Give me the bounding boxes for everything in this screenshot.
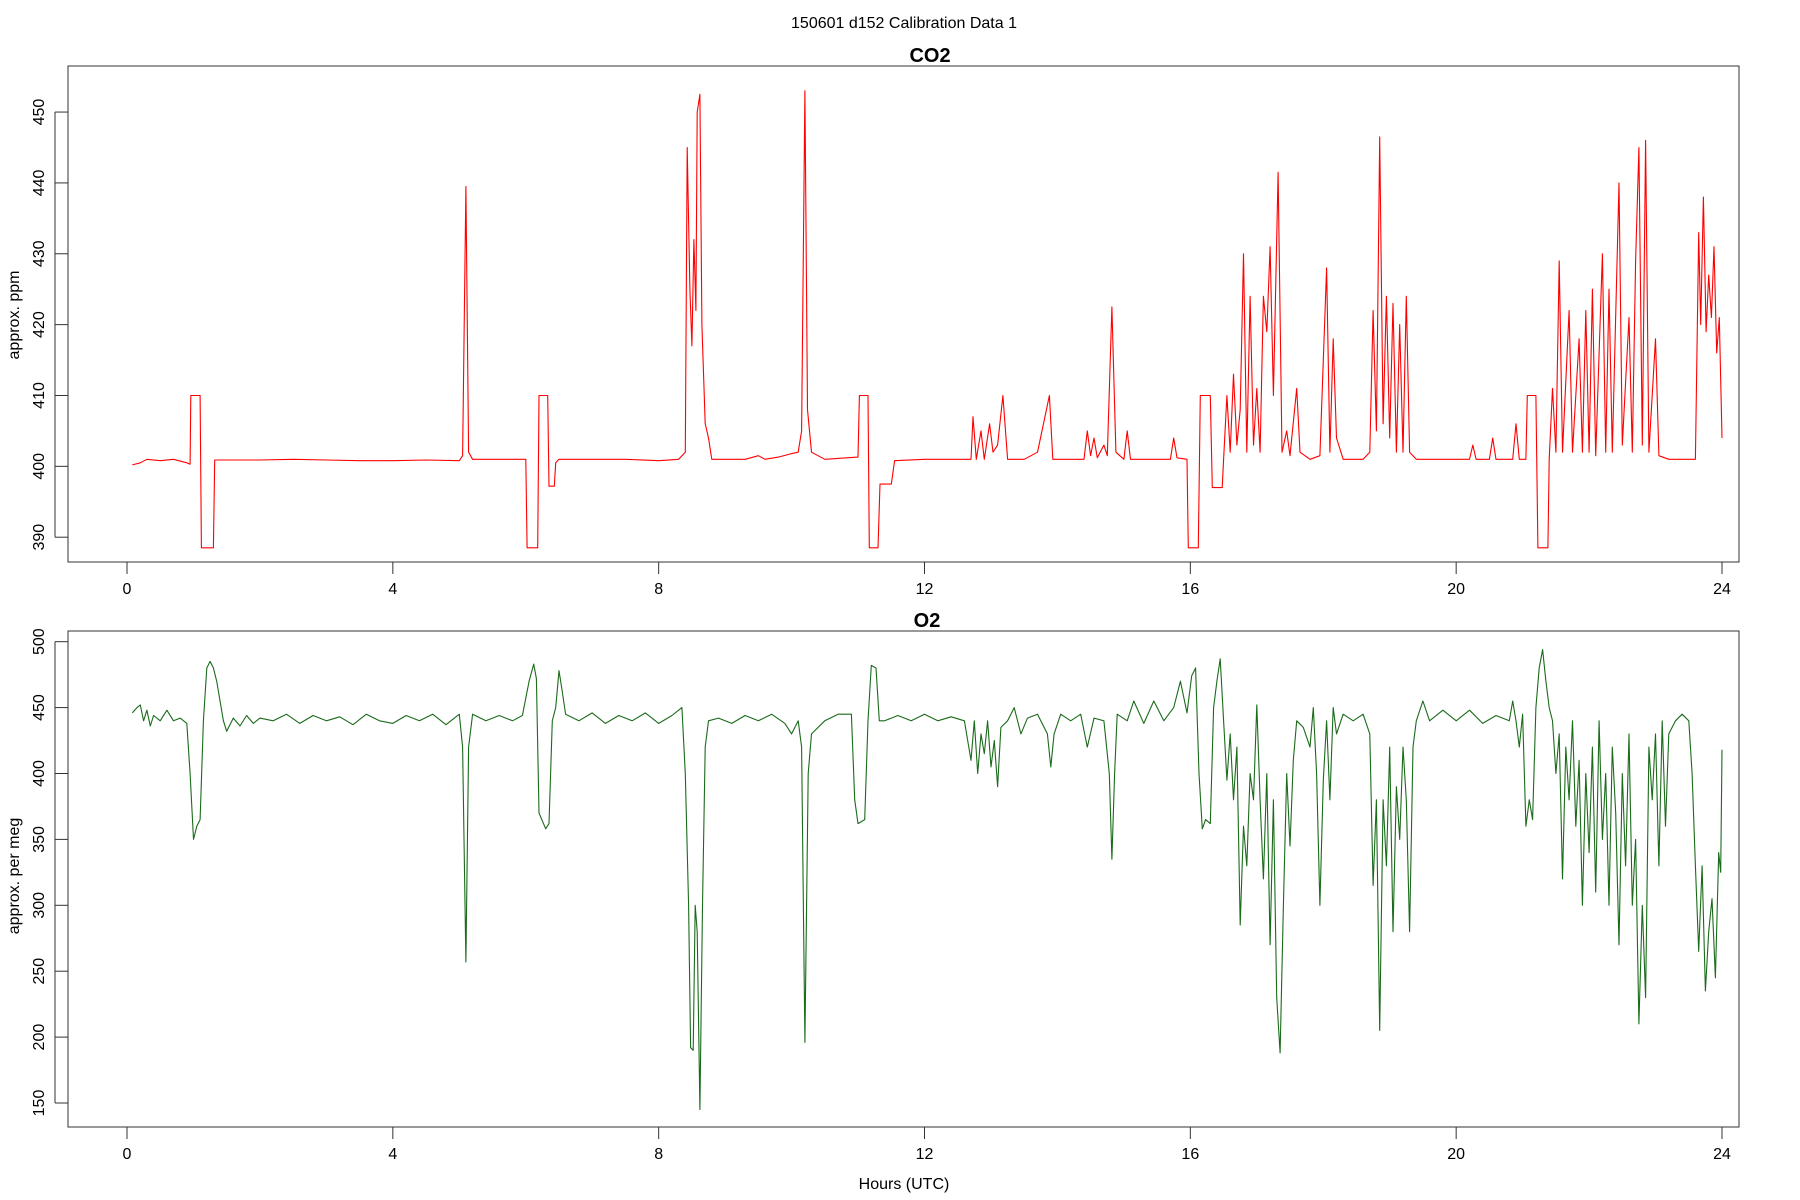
o2-series (131, 649, 1723, 1111)
co2-x-tick-label: 20 (1447, 581, 1465, 598)
o2-x-tick-label: 8 (654, 1146, 663, 1163)
co2-y-tick-label: 440 (31, 169, 48, 196)
co2-y-tick-label: 420 (31, 311, 48, 338)
co2-panel-title: CO2 (909, 45, 950, 67)
o2-y-axis: 150 200 250 300 350 400 450 500 (31, 628, 68, 1116)
o2-plot-frame (67, 630, 1740, 1128)
o2-x-tick-label: 12 (916, 1146, 934, 1163)
o2-x-tick-label: 24 (1713, 1146, 1731, 1163)
o2-y-tick-label: 200 (31, 1024, 48, 1051)
co2-x-tick-label: 24 (1713, 581, 1731, 598)
o2-x-tick-label: 4 (388, 1146, 397, 1163)
co2-y-tick-label: 450 (31, 99, 48, 126)
co2-y-tick-label: 400 (31, 453, 48, 480)
o2-x-tick-label: 20 (1447, 1146, 1465, 1163)
o2-y-tick-label: 450 (31, 694, 48, 721)
co2-y-tick-label: 430 (31, 240, 48, 267)
o2-y-tick-label: 250 (31, 958, 48, 985)
co2-x-tick-label: 8 (654, 581, 663, 598)
o2-x-tick-label: 16 (1181, 1146, 1199, 1163)
o2-x-tick-label: 0 (123, 1146, 132, 1163)
o2-x-axis-label: Hours (UTC) (859, 1176, 950, 1193)
o2-y-axis-label: approx. per meg (6, 818, 23, 935)
o2-y-tick-label: 500 (31, 628, 48, 655)
co2-x-tick-label: 0 (123, 581, 132, 598)
co2-y-tick-label: 410 (31, 382, 48, 409)
co2-series-line (132, 90, 1723, 549)
o2-series-line (131, 649, 1723, 1111)
co2-x-tick-label: 12 (916, 581, 934, 598)
o2-x-axis: 0 4 8 12 16 20 24 (123, 1126, 1731, 1163)
o2-y-tick-label: 150 (31, 1090, 48, 1117)
co2-plot-frame (67, 65, 1740, 563)
co2-y-tick-label: 390 (31, 524, 48, 551)
co2-x-tick-label: 16 (1181, 581, 1199, 598)
o2-panel-title: O2 (914, 610, 941, 632)
co2-x-axis: 0 4 8 12 16 20 24 (123, 561, 1731, 598)
o2-panel: O2 approx. per meg 150200250300350400450… (6, 610, 1740, 1193)
co2-x-tick-label: 4 (388, 581, 397, 598)
o2-y-tick-label: 400 (31, 760, 48, 787)
co2-series (132, 90, 1723, 549)
co2-y-axis: 390 400 410 420 430 440 450 (31, 99, 68, 551)
co2-y-axis-label: approx. ppm (6, 271, 23, 360)
o2-y-tick-label: 300 (31, 892, 48, 919)
figure-title: 150601 d152 Calibration Data 1 (791, 15, 1017, 32)
o2-y-tick-label: 350 (31, 826, 48, 853)
